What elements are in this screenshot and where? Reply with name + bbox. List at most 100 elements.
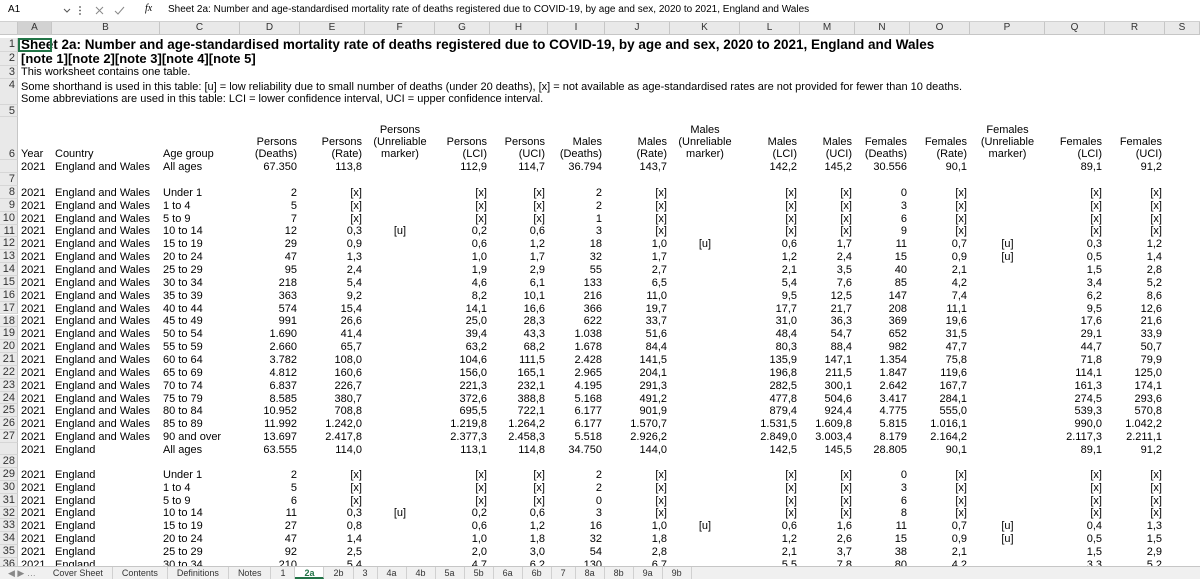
table-cell[interactable]: 1,2 (781, 533, 797, 546)
table-cell[interactable]: 5,2 (1146, 558, 1162, 566)
table-cell[interactable]: 13.697 (263, 431, 297, 444)
table-cell[interactable]: 2021 (21, 161, 46, 173)
table-cell[interactable]: 36,3 (830, 315, 852, 328)
table-cell[interactable]: 9,5 (781, 289, 797, 302)
sheet-tab[interactable]: 8b (605, 567, 634, 579)
column-letter[interactable]: R (1105, 22, 1165, 34)
table-cell[interactable]: 27 (284, 520, 297, 533)
row-number[interactable]: 1 (0, 38, 18, 52)
table-cell[interactable]: 2,1 (781, 264, 797, 277)
table-cell[interactable]: 2,4 (836, 251, 852, 264)
row-number[interactable]: 20 (0, 340, 18, 354)
row-number[interactable]: 25 (0, 404, 18, 418)
row-number[interactable] (0, 443, 18, 455)
table-cell[interactable]: [u] (1001, 251, 1014, 264)
table-cell[interactable]: 147,1 (824, 353, 852, 366)
table-cell[interactable]: 2.117,3 (1066, 431, 1102, 444)
table-cell[interactable]: 1,8 (651, 533, 667, 546)
table-cell[interactable]: [x] (655, 481, 667, 494)
table-cell[interactable]: [u] (1001, 520, 1014, 533)
column-letter[interactable]: P (970, 22, 1045, 34)
table-cell[interactable]: [x] (655, 225, 667, 238)
table-cell[interactable]: England and Wales (55, 289, 150, 302)
table-cell[interactable]: 144,0 (639, 443, 667, 456)
table-cell[interactable]: 38 (894, 546, 907, 559)
table-cell[interactable]: [x] (1090, 199, 1102, 212)
table-cell[interactable]: 990,0 (1074, 418, 1102, 431)
table-cell[interactable]: England and Wales (55, 418, 150, 431)
table-cell[interactable]: 0,9 (346, 238, 362, 251)
table-cell[interactable]: 5 (290, 199, 297, 212)
table-cell[interactable]: 55 to 59 (163, 341, 203, 354)
table-cell[interactable]: 901,9 (639, 405, 667, 418)
table-cell[interactable]: 63,2 (465, 341, 487, 354)
table-cell[interactable]: 32 (589, 533, 602, 546)
table-cell[interactable]: 142,5 (769, 443, 797, 456)
table-cell[interactable]: 30 to 34 (163, 558, 203, 566)
table-cell[interactable]: 0 (900, 468, 907, 481)
table-cell[interactable]: England and Wales (55, 225, 150, 238)
table-cell[interactable]: 0,6 (529, 225, 545, 238)
table-cell[interactable]: 232,1 (517, 379, 545, 392)
table-cell[interactable]: 0,2 (471, 507, 487, 520)
table-cell[interactable]: 143,7 (639, 161, 667, 173)
row-number[interactable] (0, 160, 18, 173)
table-cell[interactable]: 4.812 (269, 366, 297, 379)
table-cell[interactable]: 11,1 (946, 302, 967, 315)
table-cell[interactable]: 80,3 (775, 341, 797, 354)
row-number[interactable]: 2 (0, 52, 18, 66)
table-cell[interactable]: England and Wales (55, 264, 150, 277)
table-cell[interactable]: [x] (840, 199, 852, 212)
table-cell[interactable]: 35 to 39 (163, 289, 203, 302)
table-cell[interactable]: 0 (900, 186, 907, 199)
row-number[interactable]: 36 (0, 557, 18, 566)
table-cell[interactable]: 2021 (21, 353, 46, 366)
table-cell[interactable]: 2021 (21, 264, 46, 277)
sheet-tab[interactable]: 4a (378, 567, 407, 579)
table-cell[interactable]: 2021 (21, 212, 46, 225)
table-cell[interactable]: 2 (595, 186, 602, 199)
table-cell[interactable]: 60 to 64 (163, 353, 203, 366)
table-cell[interactable]: 71,8 (1080, 353, 1102, 366)
table-cell[interactable]: [x] (1150, 494, 1162, 507)
table-cell[interactable]: [x] (655, 186, 667, 199)
column-header[interactable]: Persons (UCI) (504, 136, 545, 160)
table-cell[interactable]: 28.805 (873, 443, 907, 456)
table-cell[interactable]: 1.219,8 (450, 418, 487, 431)
table-cell[interactable]: 10,1 (523, 289, 545, 302)
table-cell[interactable]: 91,2 (1140, 161, 1162, 173)
table-cell[interactable]: 40 (894, 264, 907, 277)
table-cell[interactable]: 5,5 (781, 558, 797, 566)
table-cell[interactable]: 7,8 (836, 558, 852, 566)
table-cell[interactable]: 1,0 (651, 520, 667, 533)
table-cell[interactable]: 2021 (21, 392, 46, 405)
table-cell[interactable]: 11 (285, 507, 297, 520)
table-cell[interactable]: 3 (595, 225, 602, 238)
column-header[interactable]: Females (Unreliable marker) (980, 124, 1035, 160)
table-cell[interactable]: [x] (955, 186, 967, 199)
table-cell[interactable]: 65 to 69 (163, 366, 203, 379)
table-cell[interactable]: 2,1 (951, 546, 967, 559)
table-cell[interactable]: [x] (955, 481, 967, 494)
table-cell[interactable]: 165,1 (517, 366, 545, 379)
table-cell[interactable]: 26,6 (340, 315, 362, 328)
table-cell[interactable]: 18 (589, 238, 602, 251)
table-cell[interactable]: 2,7 (651, 264, 667, 277)
table-cell[interactable]: 79,9 (1140, 353, 1162, 366)
table-cell[interactable]: 4,6 (471, 276, 487, 289)
table-cell[interactable]: 2021 (21, 405, 46, 418)
table-cell[interactable]: 47 (284, 533, 297, 546)
table-cell[interactable]: 196,8 (769, 366, 797, 379)
table-cell[interactable]: Under 1 (163, 468, 203, 481)
table-cell[interactable]: [u] (393, 225, 407, 238)
row-number[interactable]: 24 (0, 391, 18, 405)
table-cell[interactable]: 29,1 (1080, 328, 1102, 341)
table-cell[interactable]: 11,0 (646, 289, 667, 302)
table-cell[interactable]: 2021 (21, 443, 46, 456)
column-header[interactable]: Females (LCI) (1059, 136, 1102, 160)
table-cell[interactable]: 0,9 (951, 251, 967, 264)
column-header[interactable]: Persons (Unreliable marker) (373, 124, 427, 160)
table-cell[interactable]: 90 and over (163, 431, 222, 444)
table-cell[interactable]: 92 (284, 546, 297, 559)
table-cell[interactable]: 3.782 (269, 353, 297, 366)
